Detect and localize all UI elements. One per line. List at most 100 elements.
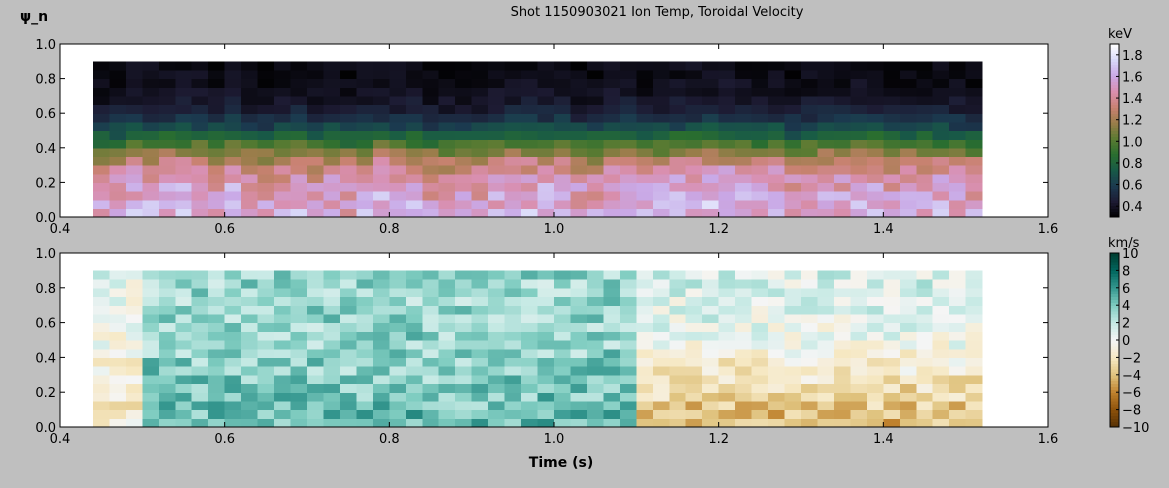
heatmap-cell — [125, 366, 143, 376]
heatmap-cell — [833, 348, 851, 358]
colorbar-segment — [1110, 369, 1119, 373]
heatmap-cell — [768, 69, 786, 80]
heatmap-cell — [455, 61, 473, 71]
heatmap-cell — [356, 165, 374, 175]
heatmap-cell — [455, 191, 473, 201]
heatmap-cell — [257, 357, 275, 367]
heatmap-cell — [521, 156, 539, 166]
heatmap-cell — [833, 279, 851, 289]
heatmap-cell — [208, 130, 226, 140]
heatmap-cell — [191, 113, 209, 123]
heatmap-cell — [504, 121, 522, 132]
heatmap-cell — [438, 104, 456, 114]
heatmap-cell — [586, 322, 604, 332]
heatmap-cell — [669, 270, 687, 280]
heatmap-cell — [735, 104, 753, 114]
heatmap-cell — [586, 199, 604, 209]
heatmap-cell — [850, 348, 868, 358]
heatmap-cell — [504, 139, 522, 149]
heatmap-cell — [866, 348, 884, 358]
heatmap-cell — [455, 113, 473, 123]
heatmap-cell — [537, 61, 555, 71]
heatmap-cell — [537, 199, 555, 209]
heatmap-cell — [92, 199, 110, 209]
heatmap-cell — [570, 313, 588, 324]
heatmap-cell — [208, 156, 226, 166]
colorbar-segment — [1110, 406, 1119, 411]
heatmap-cell — [422, 270, 440, 280]
heatmap-cell — [290, 400, 308, 411]
heatmap-cell — [191, 121, 209, 132]
heatmap-cell — [751, 95, 769, 106]
heatmap-cell — [471, 279, 489, 289]
heatmap-cell — [554, 78, 572, 88]
heatmap-cell — [455, 392, 473, 402]
heatmap-cell — [471, 357, 489, 367]
heatmap-cell — [109, 182, 127, 192]
heatmap-cell — [768, 418, 786, 428]
heatmap-cell — [92, 279, 110, 289]
heatmap-cell — [685, 208, 703, 218]
colorbar-segment — [1110, 313, 1119, 318]
heatmap-cell — [455, 409, 473, 419]
x-tick-label: 0.6 — [214, 222, 235, 237]
heatmap-cell — [405, 400, 423, 411]
heatmap-cell — [290, 139, 308, 149]
heatmap-cell — [307, 199, 325, 209]
heatmap-cell — [636, 191, 654, 201]
heatmap-cell — [784, 296, 802, 306]
heatmap-cell — [471, 366, 489, 376]
heatmap-cell — [636, 366, 654, 376]
heatmap-cell — [372, 208, 390, 218]
heatmap-cell — [191, 340, 209, 350]
colorbar-tick-label: 0.8 — [1122, 157, 1143, 172]
heatmap-cell — [652, 418, 670, 428]
heatmap-cell — [702, 121, 720, 132]
heatmap-cell — [422, 296, 440, 306]
heatmap-cell — [339, 165, 357, 175]
heatmap-cell — [323, 374, 341, 385]
heatmap-cell — [307, 392, 325, 402]
heatmap-cell — [257, 165, 275, 175]
colorbar-segment — [1110, 199, 1119, 204]
heatmap-cell — [932, 113, 950, 123]
heatmap-cell — [735, 383, 753, 393]
heatmap-cell — [405, 287, 423, 298]
heatmap-cell — [125, 270, 143, 280]
heatmap-cell — [471, 61, 489, 71]
heatmap-cell — [109, 366, 127, 376]
heatmap-cell — [883, 287, 901, 298]
heatmap-cell — [142, 165, 160, 175]
heatmap-cell — [916, 357, 934, 367]
heatmap-cell — [389, 296, 407, 306]
heatmap-cell — [405, 208, 423, 218]
heatmap-cell — [669, 374, 687, 385]
heatmap-cell — [784, 156, 802, 166]
heatmap-cell — [274, 87, 292, 97]
heatmap-cell — [537, 130, 555, 140]
heatmap-cell — [274, 313, 292, 324]
colorbar-frame — [1109, 43, 1120, 218]
heatmap-cell — [817, 173, 835, 183]
colorbar-segment — [1110, 188, 1119, 192]
heatmap-cell — [142, 340, 160, 350]
heatmap-cell — [751, 121, 769, 132]
heatmap-cell — [537, 69, 555, 80]
heatmap-cell — [718, 331, 736, 341]
heatmap-cell — [751, 270, 769, 280]
heatmap-cell — [372, 104, 390, 114]
heatmap-cell — [735, 78, 753, 88]
heatmap-cell — [175, 400, 193, 411]
heatmap-cell — [471, 95, 489, 106]
heatmap-cell — [586, 270, 604, 280]
heatmap-cell — [537, 305, 555, 315]
heatmap-cell — [603, 199, 621, 209]
heatmap-cell — [142, 418, 160, 428]
colorbar-segment — [1110, 282, 1119, 286]
heatmap-cell — [883, 95, 901, 106]
heatmap-cell — [817, 357, 835, 367]
heatmap-cell — [290, 147, 308, 158]
heatmap-cell — [833, 392, 851, 402]
heatmap-cell — [372, 165, 390, 175]
heatmap-cell — [784, 165, 802, 175]
